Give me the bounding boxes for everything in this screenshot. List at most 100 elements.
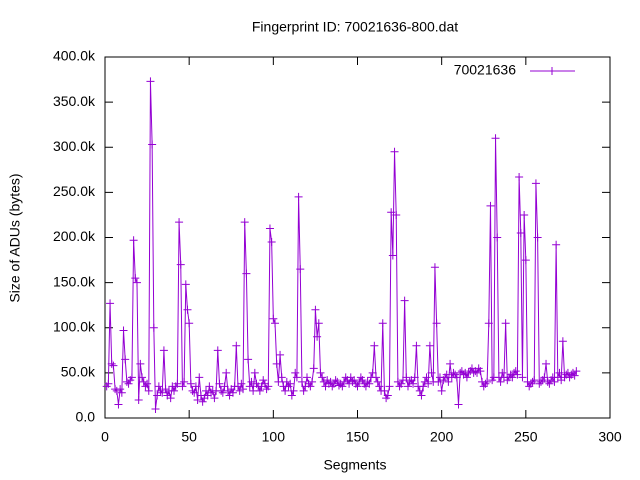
point	[296, 265, 305, 274]
point	[244, 355, 253, 364]
point	[289, 386, 298, 395]
point	[528, 377, 537, 386]
point	[181, 280, 190, 289]
point	[338, 382, 347, 391]
point	[402, 373, 411, 382]
point	[276, 350, 285, 359]
point	[277, 373, 286, 382]
point	[173, 379, 182, 388]
point	[483, 377, 492, 386]
point	[156, 386, 165, 395]
point	[415, 386, 424, 395]
point	[430, 263, 439, 272]
point	[134, 395, 143, 404]
point	[112, 386, 121, 395]
point	[340, 377, 349, 386]
point	[378, 319, 387, 328]
point	[250, 368, 259, 377]
point	[311, 305, 320, 314]
point	[104, 379, 113, 388]
point	[106, 299, 115, 308]
legend-label: 70021636	[454, 62, 517, 78]
point	[520, 210, 529, 219]
point	[567, 370, 576, 379]
point	[117, 388, 126, 397]
point	[533, 233, 542, 242]
y-tick-label: 50.0k	[61, 364, 96, 380]
point	[146, 77, 155, 86]
point	[457, 367, 466, 376]
x-tick-label: 250	[514, 429, 538, 445]
point	[247, 377, 256, 386]
point	[388, 251, 397, 260]
point	[545, 379, 554, 388]
point	[410, 373, 419, 382]
point	[501, 319, 510, 328]
point	[326, 377, 335, 386]
point	[319, 377, 328, 386]
point	[345, 379, 354, 388]
point	[175, 218, 184, 227]
point	[496, 377, 505, 386]
y-tick-label: 400.0k	[53, 48, 96, 64]
point	[139, 377, 148, 386]
point	[510, 368, 519, 377]
point	[425, 341, 434, 350]
point	[555, 368, 564, 377]
point	[207, 388, 216, 397]
point	[264, 382, 273, 391]
point	[215, 379, 224, 388]
point	[484, 319, 493, 328]
point	[272, 359, 281, 368]
point	[191, 382, 200, 391]
legend-marker	[548, 67, 556, 75]
point	[235, 386, 244, 395]
point	[353, 382, 362, 391]
point	[223, 386, 232, 395]
point	[572, 367, 581, 376]
point	[308, 377, 317, 386]
point	[281, 386, 290, 395]
point	[531, 179, 540, 188]
point	[240, 218, 249, 227]
point	[323, 376, 332, 385]
point	[542, 359, 551, 368]
point	[462, 373, 471, 382]
point	[131, 274, 140, 283]
point	[282, 377, 291, 386]
point	[417, 391, 426, 400]
point	[370, 341, 379, 350]
point	[269, 314, 278, 323]
point	[385, 382, 394, 391]
point	[550, 377, 559, 386]
point	[159, 346, 168, 355]
point	[210, 394, 219, 403]
point	[365, 379, 374, 388]
point	[393, 377, 402, 386]
point	[313, 332, 322, 341]
point	[316, 368, 325, 377]
point	[373, 377, 382, 386]
point	[558, 337, 567, 346]
point	[536, 377, 545, 386]
point	[543, 377, 552, 386]
x-tick-label: 200	[430, 429, 454, 445]
point	[185, 319, 194, 328]
point	[286, 379, 295, 388]
point	[228, 388, 237, 397]
point	[158, 388, 167, 397]
point	[397, 379, 406, 388]
point	[218, 388, 227, 397]
point	[132, 278, 141, 287]
point	[119, 326, 128, 335]
point	[153, 391, 162, 400]
point	[149, 323, 158, 332]
y-tick-label: 300.0k	[53, 138, 96, 154]
point	[121, 355, 130, 364]
point	[437, 386, 446, 395]
point	[255, 386, 264, 395]
point	[237, 379, 246, 388]
point	[183, 305, 192, 314]
point	[232, 341, 241, 350]
